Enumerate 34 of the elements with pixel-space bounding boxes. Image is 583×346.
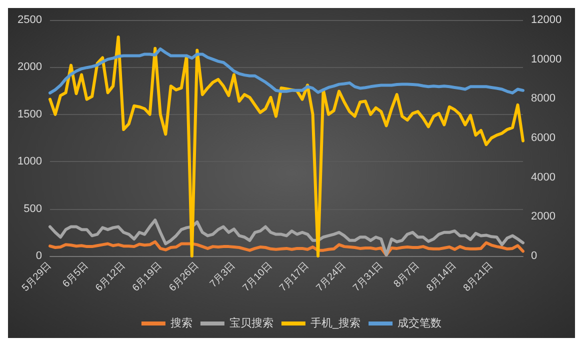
y-tick-label: 2500 [18, 14, 42, 26]
y2-tick-label: 2000 [531, 210, 556, 223]
line-series [48, 47, 524, 94]
x-tick-label: 5月29日 [20, 260, 54, 294]
x-tick-label: 7月17日 [278, 260, 312, 294]
y2-tick-label: 6000 [531, 132, 556, 144]
y-tick-label: 0 [36, 250, 42, 262]
line-series [48, 240, 524, 257]
x-tick-label: 6月19日 [130, 260, 164, 294]
y2-tick-label: 12000 [531, 14, 562, 26]
x-tick-label: 8月7日 [392, 260, 422, 290]
y-tick-label: 2000 [18, 61, 42, 74]
line-series [48, 218, 524, 257]
y2-tick-label: 10000 [531, 53, 562, 66]
x-tick-label: 6月26日 [167, 260, 202, 294]
x-tick-label: 8月14日 [424, 260, 459, 294]
x-tick-label: 7月3日 [208, 260, 238, 290]
legend-label: 搜索 [170, 316, 192, 330]
x-tick-label: 7月24日 [314, 260, 348, 294]
legend-label: 手机_搜索 [310, 316, 361, 330]
legend-label: 成交笔数 [398, 316, 442, 330]
legend-label: 宝贝搜索 [229, 316, 274, 330]
y-tick-label: 500 [24, 202, 42, 215]
x-tick-label: 6月12日 [94, 260, 128, 294]
x-tick-label: 7月10日 [240, 260, 275, 294]
y2-tick-label: 0 [531, 250, 538, 262]
x-tick-label: 6月5日 [60, 260, 91, 290]
y-tick-label: 1500 [18, 108, 42, 120]
line-series [48, 35, 524, 258]
y2-tick-label: 4000 [531, 171, 556, 184]
y2-tick-label: 8000 [531, 92, 556, 105]
x-tick-label: 7月31日 [351, 260, 385, 294]
y-tick-label: 1000 [18, 156, 42, 168]
x-tick-label: 8月21日 [462, 260, 496, 294]
